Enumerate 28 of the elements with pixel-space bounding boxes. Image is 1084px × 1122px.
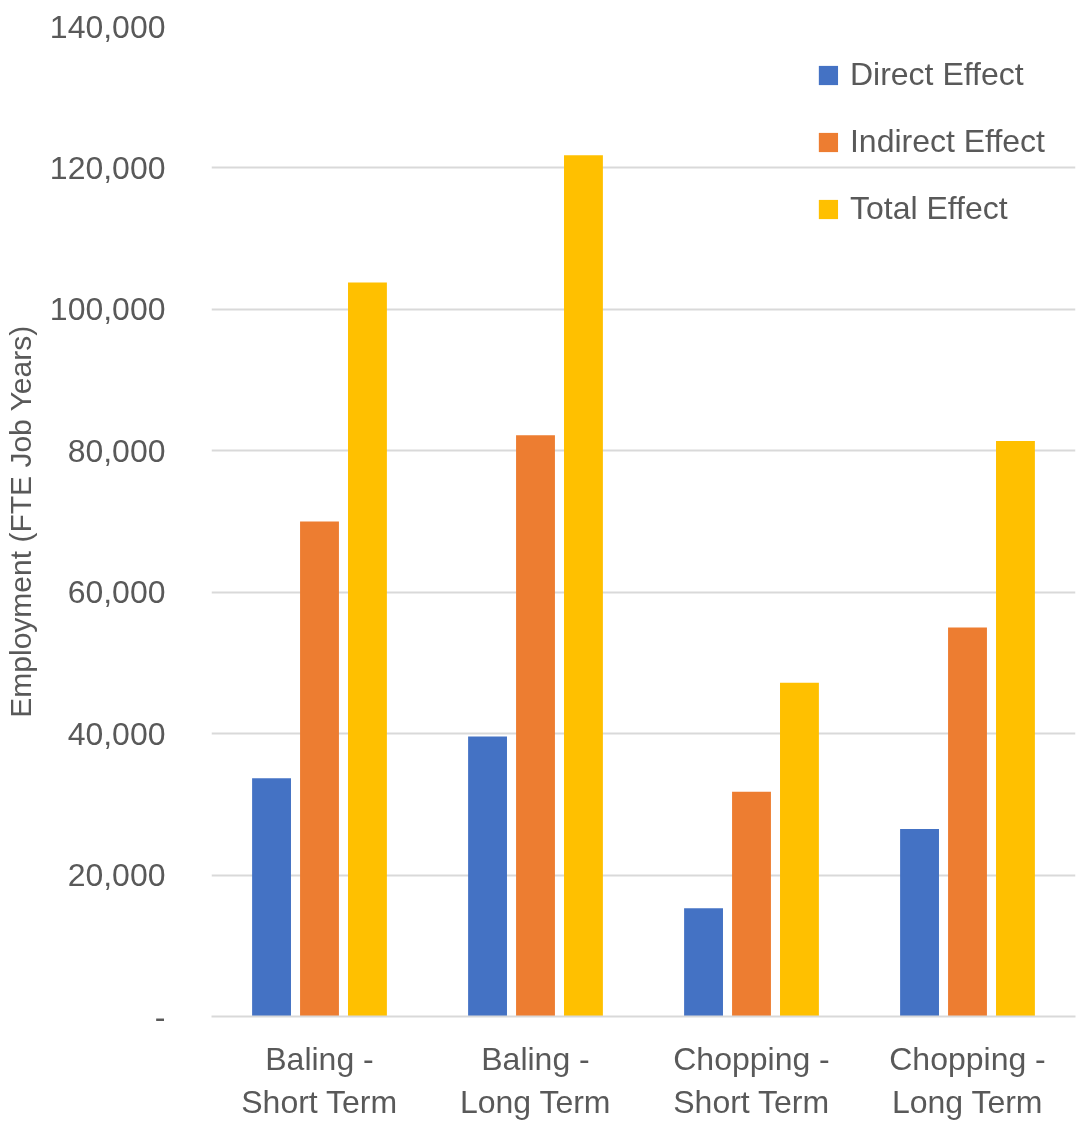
bar bbox=[900, 829, 939, 1017]
y-tick-label: - bbox=[154, 998, 166, 1035]
y-tick-label: 120,000 bbox=[49, 149, 166, 186]
bar bbox=[300, 521, 339, 1017]
y-axis-title: Employment (FTE Job Years) bbox=[3, 325, 37, 718]
bar bbox=[948, 627, 987, 1017]
x-tick-label: Chopping - Long Term bbox=[889, 1040, 1046, 1120]
y-tick-label: 100,000 bbox=[49, 291, 166, 328]
x-tick-label: Baling - Long Term bbox=[459, 1040, 611, 1120]
bar bbox=[780, 682, 819, 1017]
x-tick-label: Baling - Short Term bbox=[241, 1040, 398, 1120]
bar bbox=[348, 282, 387, 1017]
y-tick-label: 20,000 bbox=[67, 857, 166, 894]
legend-label: Direct Effect bbox=[849, 56, 1024, 93]
legend-label: Indirect Effect bbox=[849, 123, 1045, 160]
bar bbox=[996, 440, 1035, 1017]
y-tick-label: 40,000 bbox=[67, 715, 166, 752]
bar bbox=[252, 778, 291, 1017]
bar bbox=[684, 908, 723, 1017]
y-tick-label: 140,000 bbox=[49, 8, 166, 45]
bar bbox=[516, 435, 555, 1017]
x-tick-label: Chopping - Short Term bbox=[673, 1040, 830, 1120]
legend-label: Total Effect bbox=[849, 190, 1008, 227]
y-tick-label: 60,000 bbox=[67, 574, 166, 611]
bar bbox=[468, 736, 507, 1017]
bar bbox=[564, 155, 603, 1017]
bar bbox=[732, 791, 771, 1017]
y-tick-label: 80,000 bbox=[67, 432, 166, 469]
